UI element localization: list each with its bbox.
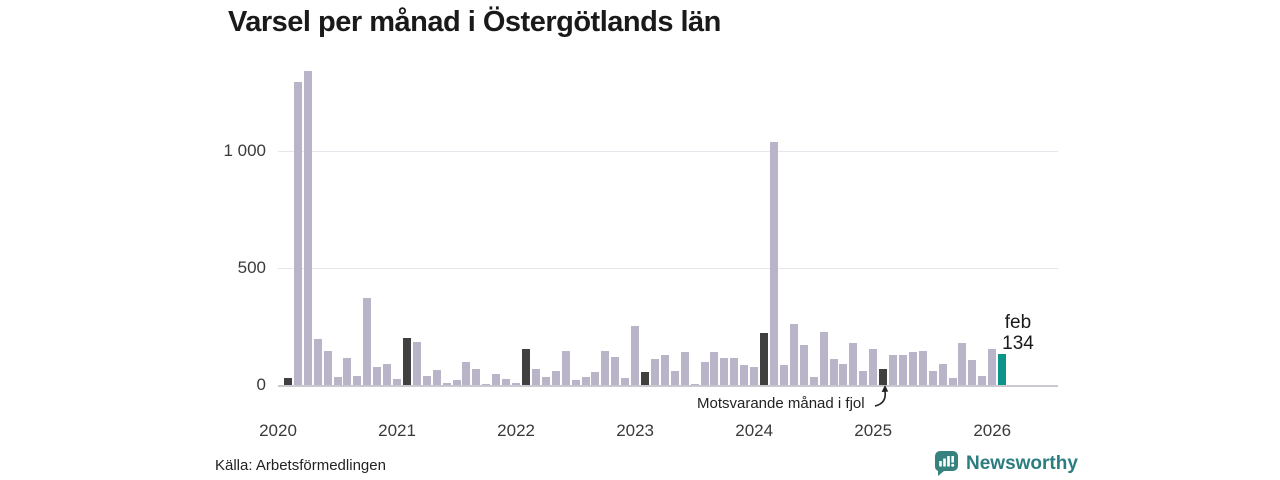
bar-month [531, 368, 540, 385]
chart-title: Varsel per månad i Östergötlands län [228, 6, 721, 38]
bar-month [541, 376, 550, 385]
bar-month [621, 377, 630, 385]
bar-same-month-last-year [283, 377, 292, 385]
bar-month [889, 354, 898, 385]
bar-month [938, 363, 947, 385]
bar-month [462, 361, 471, 385]
bar-month [303, 70, 312, 385]
bar-month [978, 375, 987, 385]
bar-month [650, 359, 659, 385]
newsworthy-icon [935, 451, 958, 476]
bar-month [442, 382, 451, 385]
bar-month [313, 339, 322, 385]
bar-month [412, 341, 421, 385]
bar-month [750, 367, 759, 385]
bar-month [918, 350, 927, 385]
bar-month [849, 342, 858, 385]
bar-month [839, 363, 848, 385]
bar-month [631, 326, 640, 385]
gridline [278, 150, 1058, 152]
bar-month [670, 370, 679, 385]
bar-same-month-last-year [522, 348, 530, 385]
bar-month [829, 359, 838, 385]
bar-month [571, 380, 580, 385]
annotation-last-year: Motsvarande månad i fjol [697, 395, 865, 412]
bar-month [601, 350, 610, 385]
bar-month [988, 348, 997, 385]
bar-month [323, 350, 332, 385]
x-tick-label: 2023 [616, 421, 655, 440]
y-tick-label: 1 000 [223, 140, 266, 160]
bar-month [502, 379, 511, 385]
bar-month [353, 375, 362, 385]
bar-month [710, 352, 719, 385]
x-axis-line [278, 384, 1058, 387]
bar-same-month-last-year [879, 368, 888, 385]
bar-month [958, 342, 967, 385]
bar-month [799, 345, 808, 385]
source-label: Källa: Arbetsförmedlingen [215, 457, 386, 474]
bar-month [611, 356, 620, 385]
bar-month [482, 383, 491, 385]
bar-month [293, 82, 302, 385]
bar-month [720, 358, 729, 385]
x-tick-label: 2024 [735, 421, 774, 440]
bar-month [422, 375, 431, 385]
current-month-name: feb [1004, 312, 1032, 333]
x-tick-label: 2026 [973, 421, 1012, 440]
bar-month [700, 361, 709, 385]
bar-month [333, 376, 342, 385]
bar-month [789, 324, 798, 385]
bar-month [472, 368, 481, 385]
bar-month [561, 350, 570, 385]
bar-month [343, 358, 352, 385]
bar-month [363, 298, 372, 385]
bar-month [968, 360, 977, 385]
bar-current-month [998, 353, 1007, 385]
gridline [278, 267, 1058, 269]
bar-month [551, 370, 560, 385]
bar-month [859, 370, 868, 385]
bar-month [819, 332, 828, 385]
bar-month [393, 379, 402, 385]
annotation-text: Motsvarande månad i fjol [697, 395, 865, 412]
bar-month [898, 354, 907, 385]
bar-month [730, 358, 739, 385]
bar-month [908, 352, 917, 385]
bar-same-month-last-year [760, 333, 769, 385]
bar-month [591, 372, 600, 385]
bar-month [680, 352, 689, 385]
current-month-value: 134 [1002, 333, 1034, 354]
bar-month [512, 382, 521, 385]
bar-month [779, 365, 788, 385]
y-tick-label: 500 [237, 257, 266, 277]
x-tick-label: 2022 [497, 421, 535, 440]
bar-month [690, 383, 699, 385]
bar-month [948, 377, 957, 385]
bar-same-month-last-year [641, 372, 650, 385]
bar-same-month-last-year [402, 338, 411, 385]
x-tick-label: 2021 [378, 421, 416, 440]
bar-month [452, 380, 461, 385]
bar-month [383, 363, 392, 385]
annotation-arrow-icon [874, 385, 889, 407]
bar-month [492, 374, 501, 385]
bar-month [660, 354, 669, 385]
x-tick-label: 2020 [259, 421, 297, 440]
brand-logo: Newsworthy [934, 450, 1078, 477]
bar-month [581, 376, 590, 385]
bar-month [740, 365, 749, 385]
current-month-label: feb 134 [997, 312, 1039, 354]
bar-month [809, 376, 818, 385]
x-tick-label: 2025 [854, 421, 893, 440]
bar-month [432, 369, 441, 385]
y-tick-label: 0 [256, 375, 266, 394]
bar-month [869, 348, 878, 385]
brand-name: Newsworthy [966, 452, 1078, 474]
bar-month [928, 370, 937, 385]
bar-month [770, 142, 778, 385]
bar-month [373, 367, 382, 385]
